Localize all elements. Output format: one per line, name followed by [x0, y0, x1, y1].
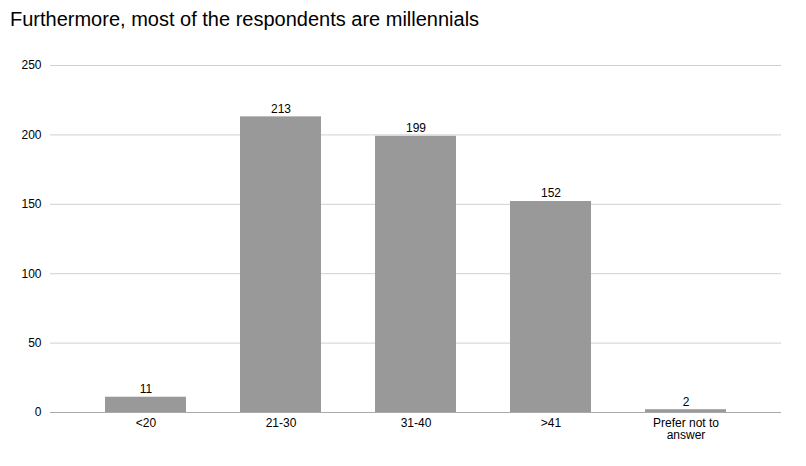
- html-text:Furthermore, most of the respo: Furthermore, most of the respondents are…: [10, 8, 480, 30]
- svg-text:152: 152: [541, 186, 561, 200]
- svg-text:<20: <20: [136, 416, 157, 430]
- svg-text:250: 250: [21, 58, 41, 72]
- svg-text:31-40: 31-40: [401, 416, 432, 430]
- svg-text:100: 100: [21, 267, 41, 281]
- svg-text:21-30: 21-30: [266, 416, 297, 430]
- svg-text:199: 199: [406, 121, 426, 135]
- svg-text:2: 2: [683, 395, 690, 409]
- svg-text:50: 50: [28, 336, 42, 350]
- svg-text:200: 200: [21, 128, 41, 142]
- svg-text:11: 11: [140, 382, 153, 396]
- svg-text:Prefer not toanswer: Prefer not toanswer: [653, 416, 719, 442]
- svg-text:0: 0: [35, 405, 42, 419]
- svg-text:150: 150: [21, 197, 41, 211]
- svg-text:213: 213: [271, 102, 291, 116]
- svg-text:>41: >41: [541, 416, 562, 430]
